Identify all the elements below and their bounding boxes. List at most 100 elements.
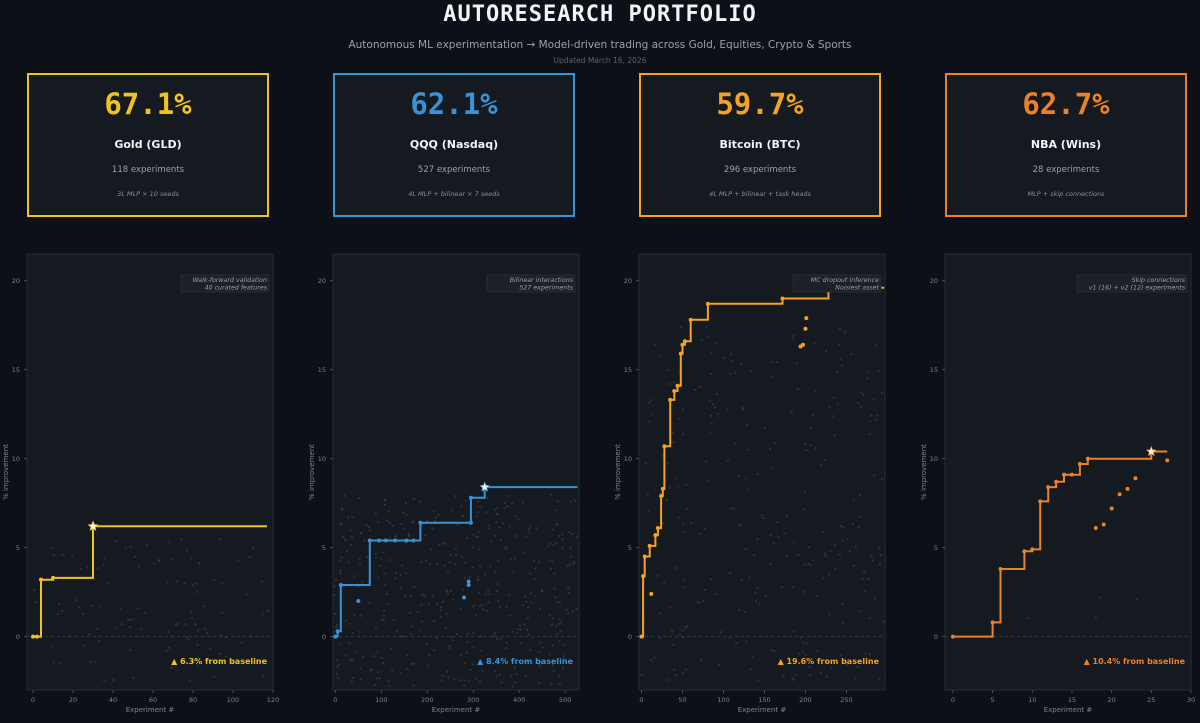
discarded-point bbox=[555, 509, 558, 512]
discarded-point bbox=[106, 582, 109, 585]
discarded-point bbox=[455, 632, 459, 636]
discarded-point bbox=[854, 545, 857, 548]
discarded-point bbox=[453, 677, 456, 680]
x-axis-label: Experiment # bbox=[126, 706, 175, 714]
discarded-point bbox=[726, 408, 729, 411]
discarded-point bbox=[221, 582, 224, 585]
discarded-point bbox=[477, 530, 480, 533]
discarded-point bbox=[448, 646, 451, 650]
discarded-point bbox=[224, 655, 228, 658]
kept-point bbox=[998, 566, 1003, 571]
discarded-point bbox=[190, 617, 194, 620]
discarded-point bbox=[812, 413, 815, 417]
discarded-point bbox=[261, 613, 264, 616]
discarded-point bbox=[34, 601, 38, 604]
discarded-point bbox=[540, 589, 543, 592]
discarded-point bbox=[203, 605, 206, 608]
discarded-point bbox=[459, 607, 462, 610]
discarded-point bbox=[571, 532, 574, 536]
discarded-point bbox=[1135, 598, 1139, 601]
discarded-point bbox=[405, 513, 408, 516]
y-tick-label: 15 bbox=[930, 366, 938, 374]
x-tick-label: 300 bbox=[467, 696, 479, 704]
discarded-point bbox=[715, 393, 718, 396]
discarded-point bbox=[477, 500, 480, 503]
x-tick-label: 15 bbox=[1068, 696, 1076, 704]
discarded-point bbox=[102, 563, 105, 566]
discarded-point bbox=[819, 464, 823, 467]
discarded-point bbox=[463, 576, 466, 579]
card-architecture: 4L MLP + bilinear × 7 seeds bbox=[408, 190, 500, 198]
discarded-point bbox=[388, 684, 391, 688]
discarded-point bbox=[758, 603, 761, 606]
discarded-point bbox=[511, 630, 515, 633]
discarded-point bbox=[526, 616, 529, 620]
discarded-point bbox=[555, 542, 558, 545]
card-asset-name: QQQ (Nasdaq) bbox=[409, 138, 499, 151]
discarded-point bbox=[740, 579, 743, 582]
discarded-point bbox=[696, 600, 699, 603]
discarded-point bbox=[410, 662, 413, 665]
discarded-point bbox=[399, 573, 402, 577]
discarded-point bbox=[739, 523, 742, 526]
discarded-point bbox=[136, 607, 139, 610]
kept-point bbox=[647, 543, 652, 548]
discarded-point bbox=[387, 602, 390, 605]
discarded-point bbox=[56, 613, 59, 616]
stat-card-btc: 59.7% Bitcoin (BTC) 296 experiments 4L M… bbox=[639, 73, 881, 217]
discarded-point bbox=[574, 499, 577, 502]
discarded-point bbox=[496, 582, 499, 586]
discarded-point bbox=[681, 671, 684, 674]
discarded-point bbox=[744, 477, 747, 480]
y-tick-label: 20 bbox=[318, 277, 326, 285]
discarded-point bbox=[189, 610, 193, 613]
discarded-point bbox=[466, 641, 469, 644]
kept-point bbox=[653, 533, 658, 538]
discarded-point bbox=[377, 576, 380, 579]
discarded-point bbox=[568, 531, 571, 534]
discarded-point bbox=[335, 626, 338, 629]
discarded-point bbox=[801, 641, 805, 644]
discarded-point bbox=[395, 535, 398, 538]
discarded-point bbox=[478, 548, 481, 551]
discarded-point bbox=[658, 636, 662, 640]
discarded-point bbox=[674, 566, 677, 570]
kept-point bbox=[639, 634, 644, 639]
discarded-point bbox=[783, 532, 786, 535]
discarded-point bbox=[529, 592, 532, 595]
discarded-point bbox=[388, 521, 391, 525]
discarded-point bbox=[776, 360, 779, 364]
discarded-point bbox=[550, 623, 554, 626]
discarded-point bbox=[681, 636, 685, 639]
discarded-point bbox=[858, 610, 861, 613]
annotation-line: Bilinear interactions bbox=[510, 276, 574, 284]
discarded-point bbox=[772, 542, 775, 545]
kept-point bbox=[1125, 486, 1130, 491]
discarded-point bbox=[557, 534, 560, 538]
discarded-point bbox=[399, 635, 402, 639]
discarded-point bbox=[166, 581, 169, 584]
discarded-point bbox=[498, 526, 501, 529]
discarded-point bbox=[802, 590, 805, 594]
discarded-point bbox=[469, 668, 472, 672]
card-architecture: MLP + skip connections bbox=[1027, 190, 1105, 198]
discarded-point bbox=[472, 646, 475, 649]
discarded-point bbox=[551, 528, 554, 531]
y-tick-label: 20 bbox=[12, 277, 20, 285]
discarded-point bbox=[479, 505, 482, 508]
discarded-point bbox=[815, 594, 819, 598]
discarded-point bbox=[505, 546, 508, 549]
discarded-point bbox=[400, 522, 403, 526]
annotation-line: Noisiest asset bbox=[835, 284, 879, 292]
discarded-point bbox=[33, 588, 36, 592]
discarded-point bbox=[566, 564, 569, 568]
discarded-point bbox=[369, 529, 372, 532]
discarded-point bbox=[529, 572, 532, 575]
discarded-point bbox=[50, 547, 53, 550]
annotation-line: Walk-forward validation bbox=[192, 276, 267, 284]
discarded-point bbox=[1099, 596, 1102, 599]
discarded-point bbox=[508, 614, 512, 617]
discarded-point bbox=[245, 593, 248, 596]
discarded-point bbox=[358, 630, 361, 634]
